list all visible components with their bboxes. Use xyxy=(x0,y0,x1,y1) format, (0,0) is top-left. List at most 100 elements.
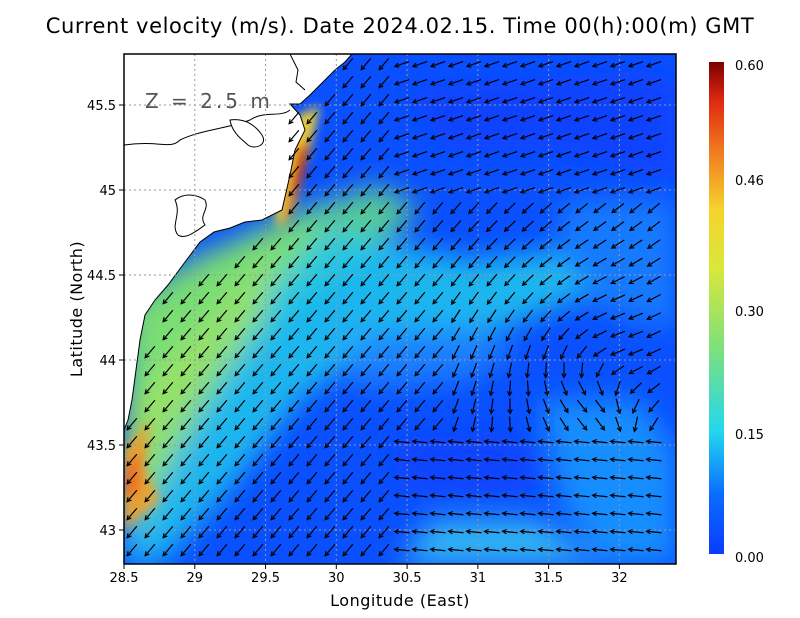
velocity-arrow xyxy=(609,186,626,194)
velocity-arrow xyxy=(447,186,464,194)
velocity-arrow xyxy=(432,255,444,269)
velocity-arrow xyxy=(360,75,372,89)
velocity-arrow xyxy=(162,291,174,305)
velocity-arrow xyxy=(252,237,264,251)
velocity-arrow xyxy=(270,543,282,557)
velocity-arrow xyxy=(144,435,156,449)
velocity-arrow xyxy=(505,309,515,324)
velocity-arrow xyxy=(447,438,464,445)
velocity-arrow xyxy=(378,417,390,431)
x-tick-label: 31.5 xyxy=(534,571,563,586)
velocity-arrow xyxy=(288,345,300,359)
coastline xyxy=(124,54,353,431)
velocity-arrow xyxy=(519,96,536,104)
velocity-arrow xyxy=(216,273,228,287)
velocity-arrow xyxy=(573,456,590,463)
velocity-arrow xyxy=(447,132,464,140)
velocity-arrow xyxy=(628,365,643,375)
velocity-arrow xyxy=(579,362,585,379)
velocity-arrow xyxy=(396,417,408,431)
velocity-arrow xyxy=(252,291,264,305)
velocity-arrow xyxy=(591,546,608,553)
velocity-arrow xyxy=(609,96,626,104)
velocity-arrow xyxy=(126,471,138,485)
velocity-arrow xyxy=(592,275,607,285)
colorbar-tick-label: 0.00 xyxy=(735,551,764,566)
velocity-arrow xyxy=(483,132,500,140)
velocity-arrow xyxy=(539,238,553,250)
velocity-arrow xyxy=(429,168,446,176)
velocity-arrow xyxy=(378,183,390,197)
velocity-arrow xyxy=(525,380,531,397)
lake xyxy=(229,119,264,148)
velocity-arrow xyxy=(645,492,662,499)
velocity-arrow xyxy=(270,255,282,269)
velocity-arrow xyxy=(234,327,246,341)
velocity-arrow xyxy=(646,365,661,375)
velocity-arrow xyxy=(573,114,590,122)
velocity-arrow xyxy=(306,489,318,503)
velocity-arrow xyxy=(393,528,410,535)
velocity-arrow xyxy=(144,489,156,503)
velocity-arrow xyxy=(501,438,518,445)
velocity-arrow xyxy=(591,114,608,122)
velocity-arrow xyxy=(573,492,590,499)
velocity-arrow xyxy=(396,345,408,359)
velocity-arrow xyxy=(574,275,589,285)
velocity-arrow xyxy=(609,456,626,463)
velocity-arrow xyxy=(126,453,138,467)
velocity-arrow xyxy=(162,453,174,467)
velocity-arrow xyxy=(414,273,426,287)
velocity-arrow xyxy=(306,111,318,125)
velocity-arrow xyxy=(414,219,426,233)
velocity-arrow xyxy=(487,309,497,324)
velocity-arrow xyxy=(306,165,318,179)
velocity-arrow xyxy=(645,528,662,535)
velocity-arrow xyxy=(360,183,372,197)
velocity-arrow xyxy=(470,416,477,433)
velocity-arrow xyxy=(270,381,282,395)
velocity-arrow xyxy=(526,398,532,415)
velocity-arrow xyxy=(324,183,336,197)
velocity-arrow xyxy=(645,132,662,140)
velocity-arrow xyxy=(234,471,246,485)
velocity-arrow xyxy=(537,96,554,104)
velocity-arrow xyxy=(429,510,446,517)
velocity-arrow xyxy=(360,291,372,305)
velocity-arrow xyxy=(396,273,408,287)
velocity-arrow xyxy=(378,363,390,377)
velocity-arrow xyxy=(342,201,354,215)
velocity-arrow xyxy=(483,96,500,104)
velocity-arrow xyxy=(270,309,282,323)
velocity-arrow xyxy=(360,507,372,521)
velocity-arrow xyxy=(610,294,626,303)
velocity-arrow xyxy=(306,453,318,467)
velocity-arrow xyxy=(324,165,336,179)
velocity-arrow xyxy=(501,186,518,194)
velocity-arrow xyxy=(378,111,390,125)
velocity-arrow xyxy=(414,291,426,305)
velocity-arrow xyxy=(324,489,336,503)
velocity-arrow xyxy=(342,327,354,341)
velocity-arrow xyxy=(216,291,228,305)
velocity-arrow xyxy=(288,471,300,485)
velocity-arrow xyxy=(595,363,605,378)
velocity-arrow xyxy=(646,348,662,357)
velocity-arrow xyxy=(501,150,518,158)
velocity-arrow xyxy=(646,257,661,267)
x-tick-label: 28.5 xyxy=(110,571,139,586)
velocity-arrow xyxy=(487,327,497,342)
velocity-arrow xyxy=(501,474,518,481)
velocity-arrow xyxy=(180,525,192,539)
velocity-arrow xyxy=(561,362,567,379)
velocity-arrow xyxy=(591,528,608,535)
velocity-arrow xyxy=(556,275,571,286)
velocity-arrow xyxy=(162,525,174,539)
velocity-arrow xyxy=(501,492,518,499)
velocity-arrow xyxy=(126,435,138,449)
velocity-arrow xyxy=(393,96,410,104)
velocity-arrow xyxy=(144,399,156,413)
velocity-arrow xyxy=(575,202,589,214)
velocity-arrow xyxy=(324,327,336,341)
velocity-arrow xyxy=(180,381,192,395)
